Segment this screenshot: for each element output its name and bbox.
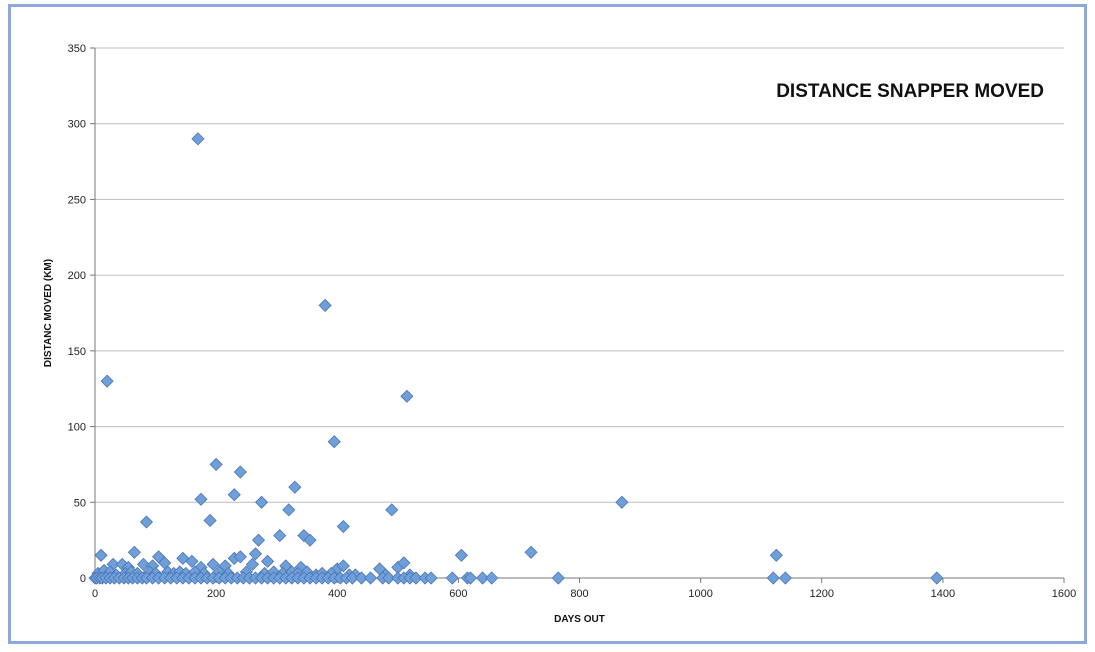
data-point [251,533,266,547]
data-point [766,571,780,585]
data-point [206,557,220,571]
data-point [203,513,217,528]
data-point [191,132,205,146]
y-tick-label: 100 [68,422,86,434]
data-point [327,435,341,449]
data-point [424,571,438,585]
data-point [930,571,944,585]
data-point [227,488,241,502]
data-point [194,492,208,506]
data-point [551,571,565,585]
data-point [409,571,423,585]
data-point [463,571,478,585]
data-point [233,465,247,479]
data-point [209,457,223,471]
y-tick-label: 350 [68,43,86,55]
chart-frame: 0 200 400 600 800 1000 1200 1400 1600 0 50 100 150 2… [8,4,1087,644]
data-point [282,503,296,517]
x-tick-label: 600 [449,588,467,600]
data-point [185,554,199,568]
data-point [485,571,499,585]
data-point [127,545,141,559]
data-point [615,495,629,509]
y-tick-labels: 0 50 100 150 200 250 300 350 [68,43,86,585]
x-axis-title: DAYS OUT [554,614,605,625]
data-point [454,548,468,562]
y-tick-label: 150 [68,346,86,358]
x-tick-label: 1200 [810,588,834,600]
x-tick-label: 0 [92,588,98,600]
data-point [273,529,287,543]
data-point [336,519,350,534]
data-point [345,571,359,585]
data-point [385,503,399,517]
data-point [318,298,332,312]
chart-title: DISTANCE SNAPPER MOVED [776,81,1044,102]
data-point [288,480,302,494]
x-tick-label: 400 [328,588,346,600]
y-axis-title: DISTANC MOVED (KM) [43,259,54,367]
data-point [524,545,538,559]
data-point [400,389,414,403]
data-point [397,556,411,570]
y-tick-label: 50 [74,497,86,509]
data-point [382,571,396,585]
data-point [139,515,154,529]
x-tick-label: 1600 [1052,588,1076,600]
data-point [248,547,263,561]
data-point [100,374,114,388]
y-tick-label: 0 [80,573,86,585]
x-tick-label: 800 [570,588,588,600]
data-point [94,548,108,562]
x-tick-label: 1000 [688,588,712,600]
x-tick-label: 1400 [931,588,955,600]
data-point [261,554,275,568]
data-point [254,495,269,509]
data-point [245,557,260,571]
y-tick-label: 200 [68,270,86,282]
x-tick-label: 200 [207,588,225,600]
data-point [336,559,350,573]
data-point [363,571,378,585]
y-tick-label: 250 [68,194,86,206]
data-point [354,571,369,585]
gridlines [95,47,1064,503]
x-tick-labels: 0 200 400 600 800 1000 1200 1400 1600 [92,588,1076,600]
data-point [769,548,783,562]
data-point [136,557,151,571]
data-point [233,550,247,564]
data-point [303,533,317,547]
data-points [88,132,944,585]
scatter-chart: 0 200 400 600 800 1000 1200 1400 1600 0 50 100 150 2… [43,43,1076,625]
data-point [445,571,459,585]
data-point [476,571,490,585]
y-tick-label: 300 [68,119,86,131]
data-point [778,571,792,585]
